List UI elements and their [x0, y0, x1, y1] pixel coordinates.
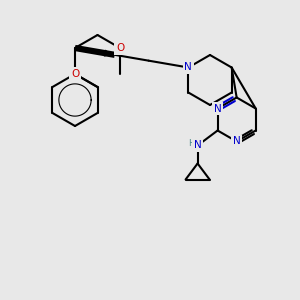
Text: N: N: [194, 140, 202, 151]
Text: O: O: [116, 43, 124, 53]
Text: N: N: [233, 136, 241, 146]
Text: O: O: [71, 69, 79, 79]
Text: H: H: [188, 139, 195, 148]
Text: N: N: [184, 62, 192, 73]
Text: N: N: [214, 103, 221, 113]
